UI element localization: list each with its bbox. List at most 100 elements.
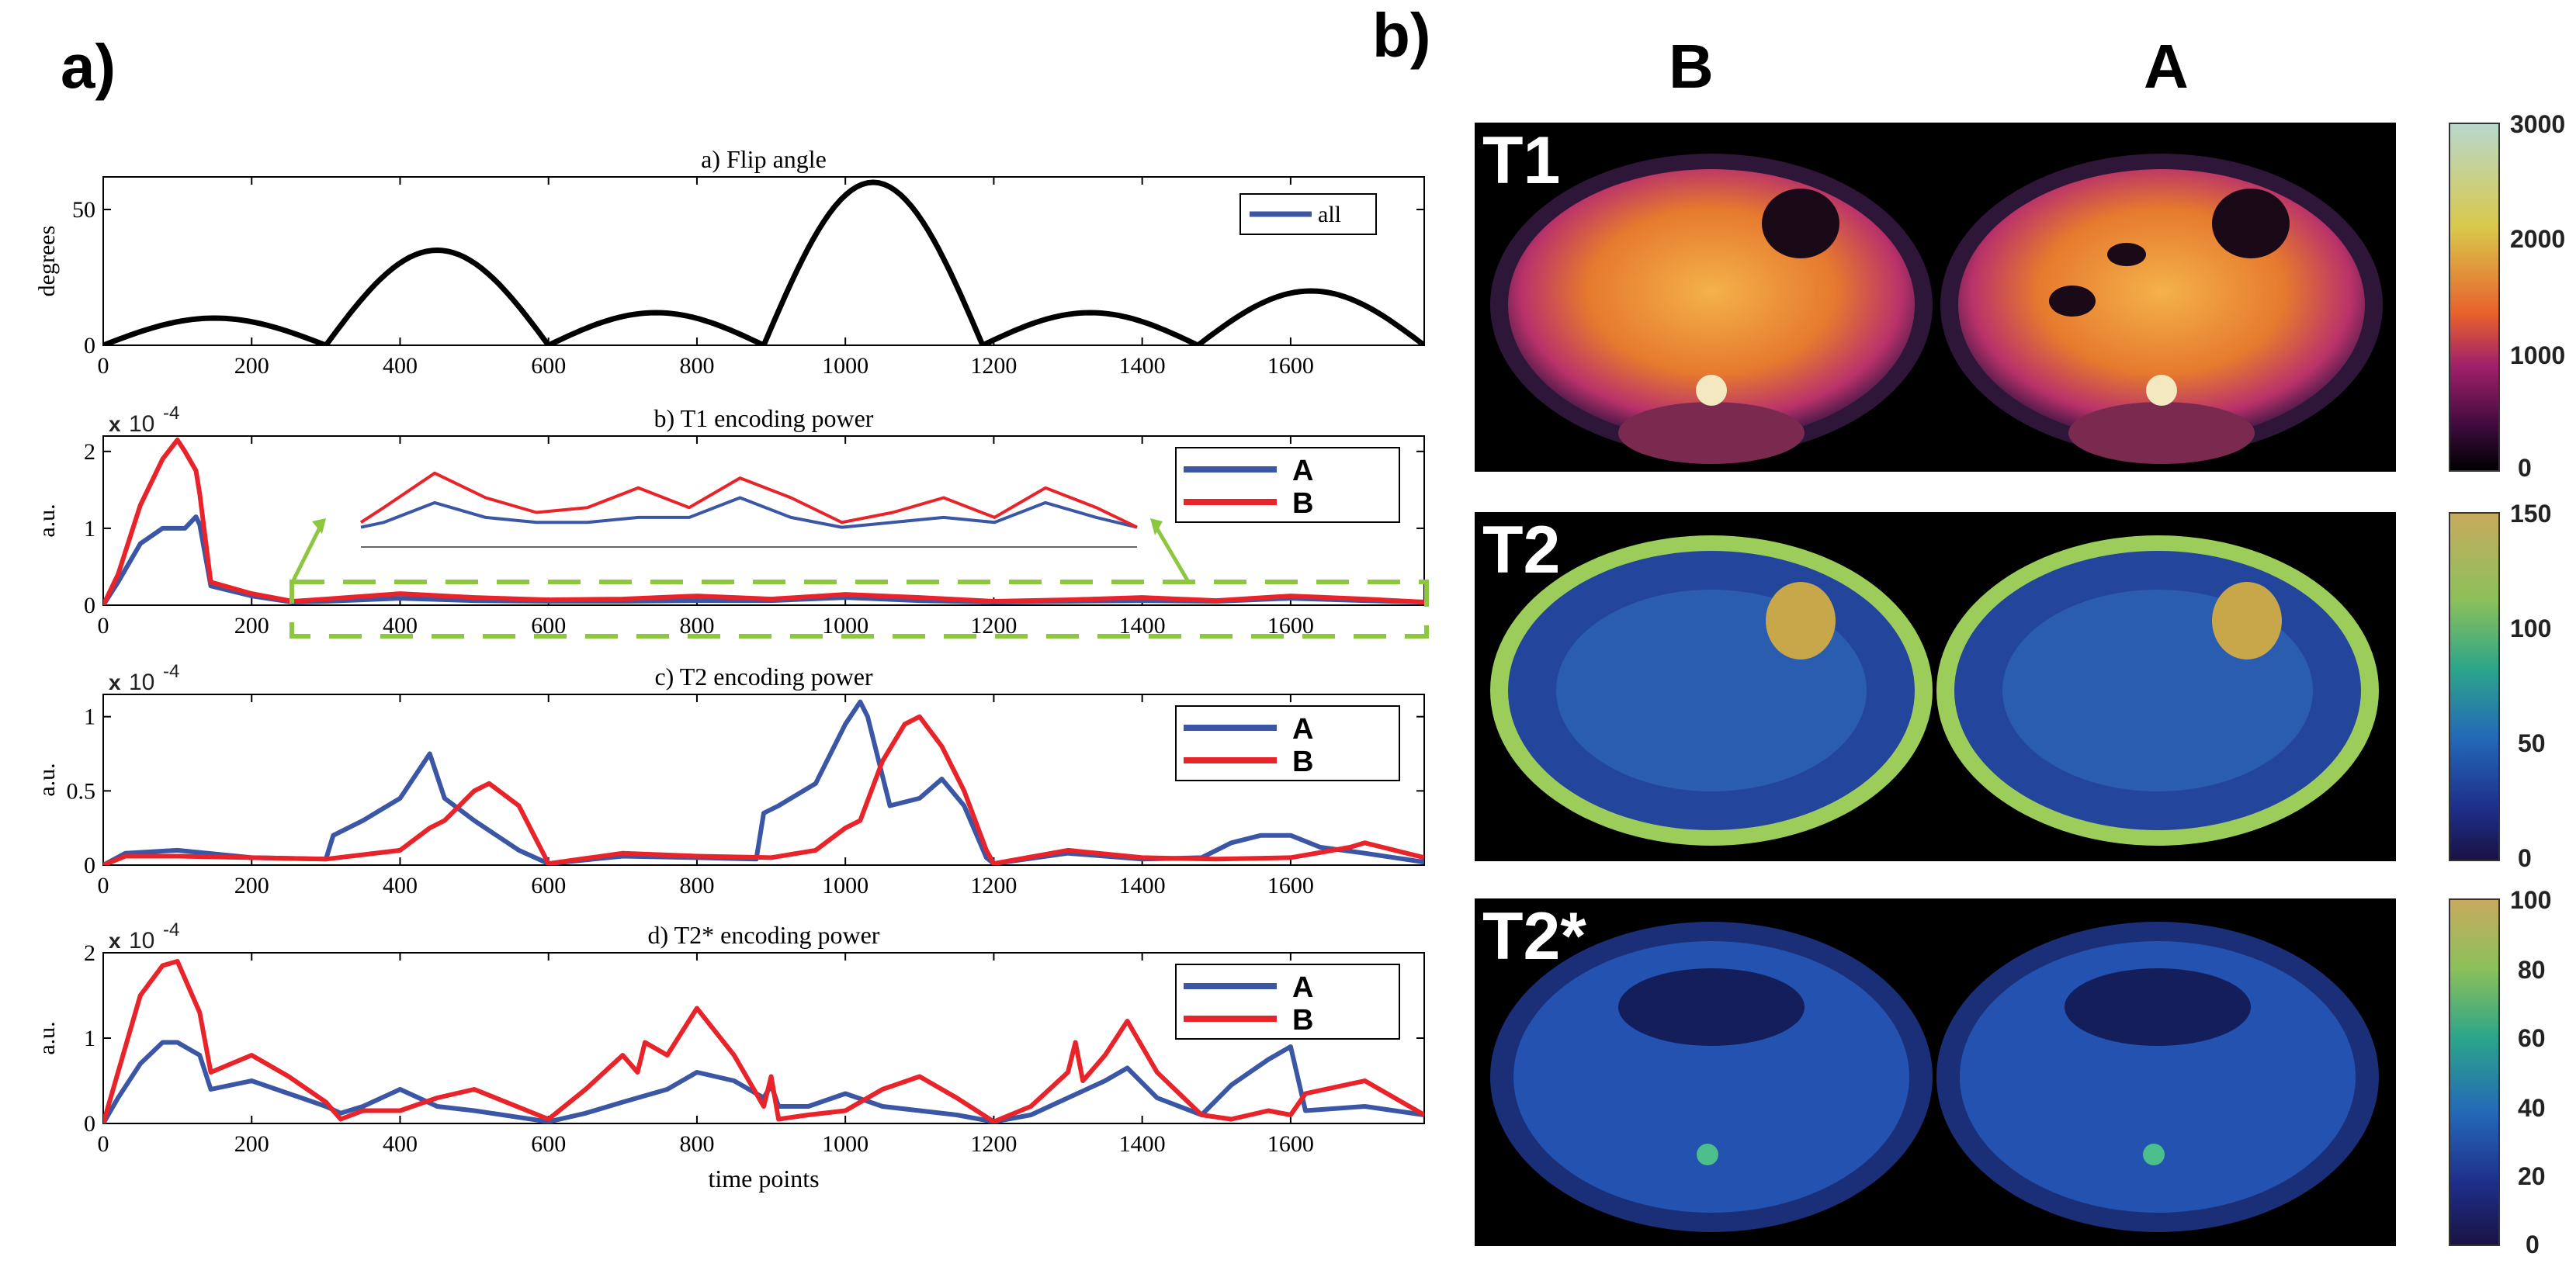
inset-source-frame bbox=[289, 580, 1429, 639]
x-tick-label: 1000 bbox=[822, 353, 868, 379]
exponent-label: 10 bbox=[129, 670, 154, 695]
x-tick-label: 1000 bbox=[822, 1131, 868, 1157]
series-group bbox=[103, 438, 1424, 605]
x-tick-label: 1400 bbox=[1119, 1131, 1166, 1157]
x-tick-label: 0 bbox=[98, 613, 109, 639]
panel-a-label: a) bbox=[61, 32, 116, 101]
inset-arrow-head bbox=[1150, 518, 1163, 535]
x-tick-label: 600 bbox=[531, 353, 566, 379]
x-tick-label: 400 bbox=[383, 873, 418, 898]
t2-label: T2 bbox=[1482, 513, 1561, 587]
t2-colorbar-tick: 150 bbox=[2510, 500, 2552, 528]
t2star-colorbar bbox=[2449, 898, 2500, 1246]
t2-colorbar-tick: 0 bbox=[2518, 844, 2532, 872]
t1-maps-image bbox=[1490, 154, 2383, 464]
exponent-label: -4 bbox=[163, 661, 179, 682]
column-header-a: A bbox=[2144, 32, 2189, 101]
series-line-A bbox=[103, 514, 1424, 605]
t2star-colorbar-tick: 80 bbox=[2518, 956, 2546, 984]
t2star-colorbar-tick: 60 bbox=[2518, 1024, 2546, 1052]
inset-arrow bbox=[1154, 526, 1190, 582]
t2star-label: T2* bbox=[1482, 899, 1586, 974]
x-tick-label: 200 bbox=[234, 613, 269, 639]
exponent-label: x bbox=[109, 670, 121, 694]
exponent-label: x bbox=[109, 412, 121, 436]
y-axis-label: a.u. bbox=[34, 504, 60, 537]
x-tick-label: 600 bbox=[531, 873, 566, 898]
x-tick-label: 1600 bbox=[1267, 353, 1314, 379]
t2star-colorbar-tick: 0 bbox=[2526, 1231, 2540, 1258]
y-tick-label: 0.5 bbox=[67, 778, 96, 804]
x-tick-label: 1200 bbox=[970, 353, 1017, 379]
y-axis-label: a.u. bbox=[34, 763, 60, 796]
x-tick-label: 1600 bbox=[1267, 873, 1314, 898]
series-line-B bbox=[103, 438, 1424, 605]
y-tick-label: 0 bbox=[84, 853, 95, 878]
x-axis-label: time points bbox=[708, 1165, 819, 1193]
chart-title: a) Flip angle bbox=[701, 145, 827, 173]
x-tick-label: 1200 bbox=[970, 1131, 1017, 1157]
x-tick-label: 0 bbox=[98, 353, 109, 379]
legend-label: A bbox=[1292, 713, 1313, 746]
y-tick-label: 0 bbox=[84, 1111, 95, 1137]
x-tick-label: 0 bbox=[98, 873, 109, 898]
inset-arrow-head bbox=[312, 518, 326, 534]
t2star-colorbar-tick: 20 bbox=[2518, 1162, 2546, 1190]
series-line-A bbox=[103, 1040, 1424, 1123]
x-tick-label: 0 bbox=[98, 1131, 109, 1157]
exponent-label: x bbox=[109, 929, 121, 953]
t1-colorbar bbox=[2449, 123, 2500, 472]
x-tick-label: 200 bbox=[234, 1131, 269, 1157]
t2star-colorbar-tick: 40 bbox=[2518, 1094, 2546, 1122]
t2-maps-image bbox=[1490, 535, 2379, 846]
x-tick-label: 1000 bbox=[822, 873, 868, 898]
legend-box bbox=[1175, 705, 1400, 781]
exponent-label: -4 bbox=[163, 403, 179, 424]
x-tick-label: 1200 bbox=[970, 873, 1017, 898]
inset-line-A bbox=[360, 496, 1138, 529]
t1-map-row: T1 bbox=[1475, 123, 2396, 472]
y-tick-label: 50 bbox=[72, 197, 95, 223]
legend-label: A bbox=[1292, 971, 1313, 1004]
legend-label: A bbox=[1292, 455, 1313, 487]
y-axis-label: a.u. bbox=[34, 1021, 60, 1054]
series-line-B bbox=[103, 714, 1424, 865]
t2star-colorbar-tick: 100 bbox=[2510, 886, 2552, 914]
plot-frame bbox=[102, 435, 1425, 606]
inset-arrow bbox=[291, 526, 322, 582]
x-tick-label: 400 bbox=[383, 353, 418, 379]
exponent-label: 10 bbox=[129, 411, 154, 437]
t1-colorbar-tick: 3000 bbox=[2510, 110, 2566, 138]
y-tick-label: 0 bbox=[84, 593, 95, 618]
legend-label: B bbox=[1292, 487, 1313, 520]
x-tick-label: 200 bbox=[234, 873, 269, 898]
inset-line-B bbox=[359, 471, 1138, 529]
x-tick-label: 200 bbox=[234, 353, 269, 379]
t2-map-row: T2 bbox=[1475, 512, 2396, 861]
t2star-map-row: T2* bbox=[1475, 898, 2396, 1246]
y-tick-label: 2 bbox=[84, 439, 95, 465]
column-header-b: B bbox=[1669, 32, 1714, 101]
series-group bbox=[103, 699, 1424, 865]
y-tick-label: 2 bbox=[84, 940, 95, 966]
chart-title: b) T1 encoding power bbox=[654, 404, 874, 432]
y-tick-label: 1 bbox=[84, 1026, 95, 1051]
series-line-all bbox=[103, 179, 1424, 345]
x-tick-label: 800 bbox=[679, 353, 714, 379]
x-tick-label: 800 bbox=[679, 873, 714, 898]
chart-title: c) T2 encoding power bbox=[654, 663, 872, 691]
x-tick-label: 1600 bbox=[1267, 1131, 1314, 1157]
t2-colorbar-tick: 100 bbox=[2510, 614, 2552, 642]
x-tick-label: 1400 bbox=[1119, 873, 1166, 898]
series-group bbox=[103, 179, 1424, 345]
y-tick-label: 1 bbox=[84, 704, 95, 730]
y-tick-label: 0 bbox=[84, 333, 95, 358]
legend-box bbox=[1175, 964, 1400, 1040]
exponent-label: -4 bbox=[163, 919, 179, 940]
t1-colorbar-tick: 1000 bbox=[2510, 341, 2566, 369]
y-axis-label: degrees bbox=[34, 226, 60, 297]
t1-label: T1 bbox=[1482, 123, 1561, 198]
legend-label: B bbox=[1292, 1004, 1313, 1037]
x-tick-label: 400 bbox=[383, 1131, 418, 1157]
